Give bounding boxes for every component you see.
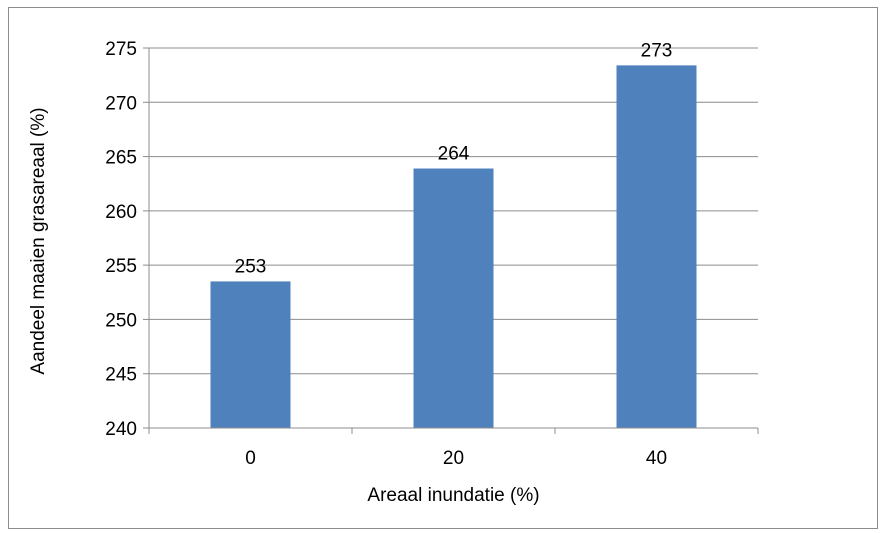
y-tick-label: 245	[105, 365, 137, 386]
x-tick-label: 20	[443, 448, 464, 469]
y-axis-title: Aandeel maaien grasareaal (%)	[28, 107, 49, 374]
x-axis-title: Areaal inundatie (%)	[367, 485, 539, 506]
y-tick-label: 260	[105, 202, 137, 223]
data-labels: 253 264 273	[235, 40, 673, 277]
x-tick-label: 40	[646, 448, 667, 469]
x-tick-label: 0	[245, 448, 256, 469]
data-label: 264	[438, 144, 470, 165]
y-tick-label: 270	[105, 93, 137, 114]
bar	[616, 65, 697, 428]
y-tick-label: 240	[105, 419, 137, 440]
data-label: 273	[641, 40, 673, 61]
bar	[210, 281, 291, 428]
bars	[210, 65, 697, 428]
y-tick-label: 255	[105, 256, 137, 277]
y-tick-label: 250	[105, 310, 137, 331]
axes	[148, 48, 758, 429]
y-tick-label: 275	[105, 39, 137, 60]
data-label: 253	[235, 256, 267, 277]
y-tick-label: 265	[105, 148, 137, 169]
x-tick-labels: 0 20 40	[148, 428, 759, 469]
bar	[413, 168, 494, 428]
y-tick-labels: 240 245 250 255 260 265 270 275	[105, 39, 149, 440]
